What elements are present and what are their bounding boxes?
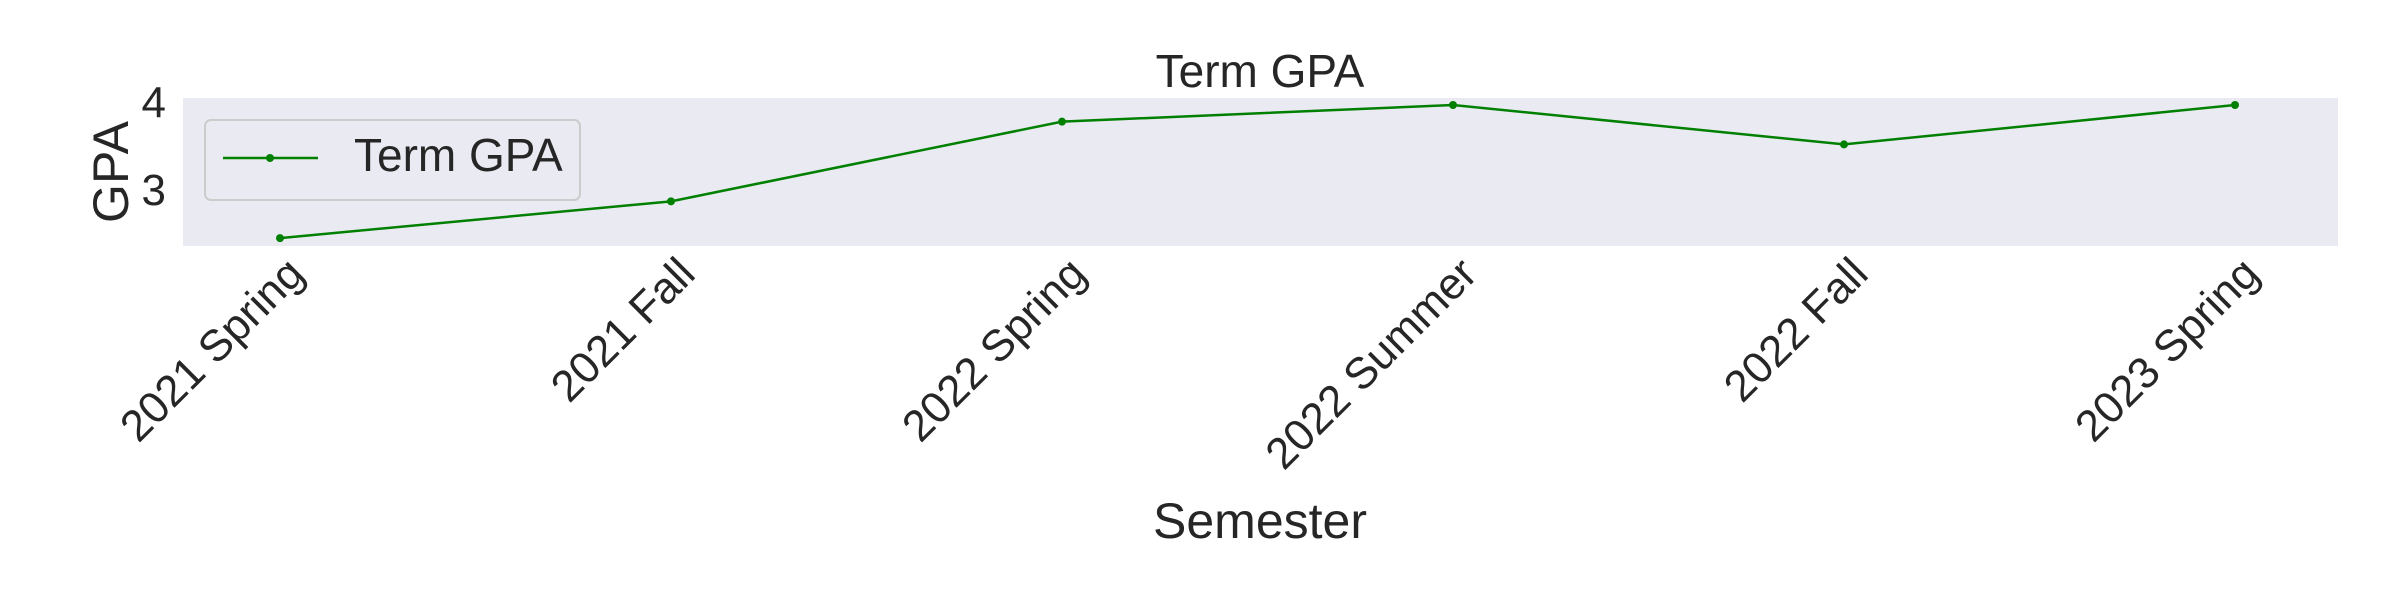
x-tick-labels: 2021 Spring 2021 Fall 2022 Spring 2022 Summ… [111,249,2268,479]
legend-point-marker [266,154,274,162]
series-layer [276,101,2239,243]
x-tick-label: 2021 Fall [542,249,705,412]
y-tick-label: 3 [142,166,166,215]
data-point [1449,101,1457,110]
data-point [667,197,675,206]
x-axis-label: Semester [1153,493,1367,549]
y-tick-labels: 34 [142,78,166,215]
x-tick-label: 2022 Spring [893,249,1095,451]
x-tick-label: 2022 Summer [1256,249,1486,479]
y-tick-label: 4 [142,78,166,127]
data-point [2231,101,2239,110]
legend-box [204,119,581,201]
x-tick-label: 2023 Spring [2066,249,2268,451]
data-point [1058,117,1066,126]
chart-title: Term GPA [1156,45,1365,97]
data-point [1840,140,1848,149]
legend-label: Term GPA [354,129,563,181]
x-tick-label: 2022 Fall [1715,249,1878,412]
series-line [279,103,2236,240]
legend: Term GPA [204,119,581,201]
x-tick-label: 2021 Spring [111,249,313,451]
data-point [276,234,284,243]
y-axis-label: GPA [83,120,139,223]
